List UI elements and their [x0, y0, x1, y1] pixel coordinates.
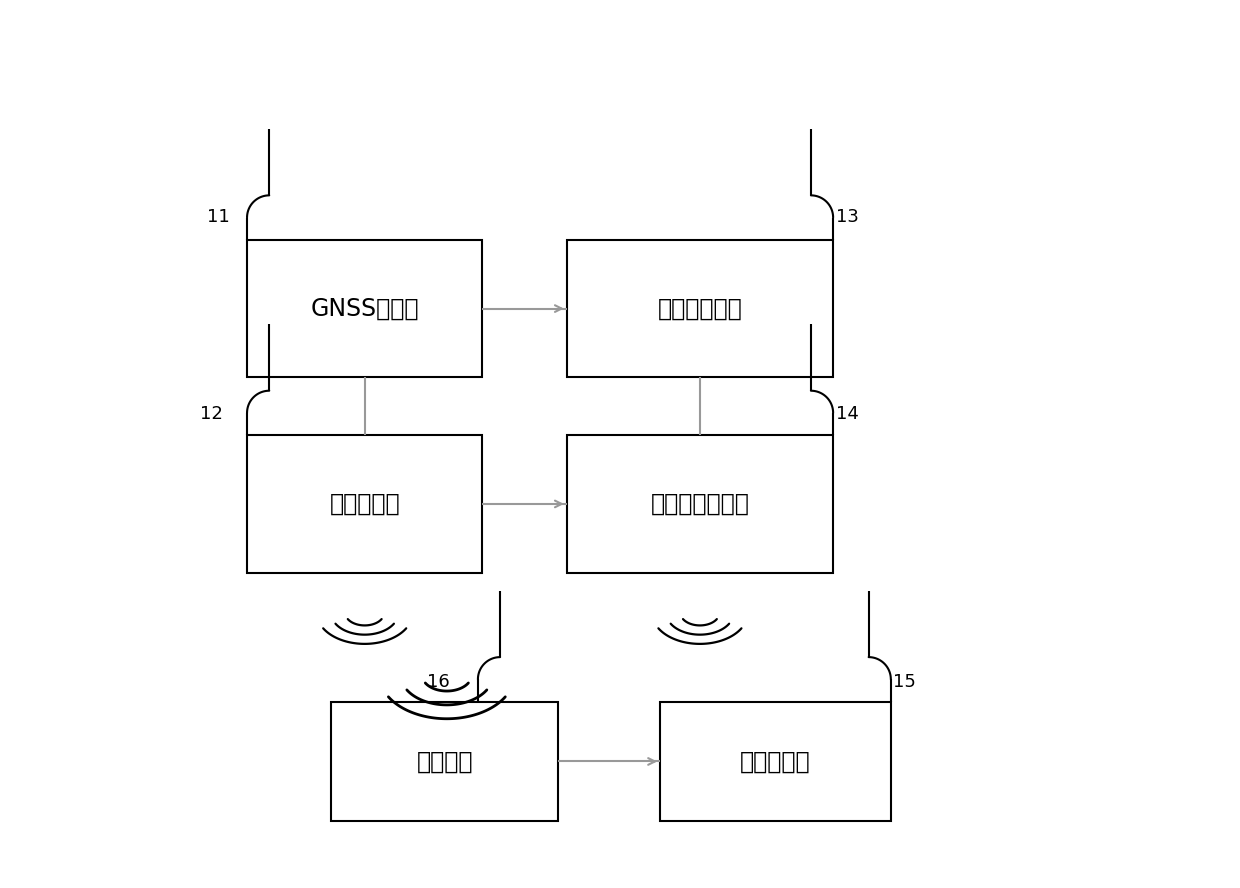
Bar — [247, 240, 482, 377]
Text: 参考站模拟器: 参考站模拟器 — [657, 297, 743, 321]
Text: 网络传输分析器: 网络传输分析器 — [651, 492, 749, 516]
Text: 误差干扰器: 误差干扰器 — [330, 492, 401, 516]
Bar — [567, 240, 833, 377]
Text: 14: 14 — [836, 405, 859, 423]
Text: 12: 12 — [200, 405, 223, 423]
Text: 15: 15 — [893, 673, 915, 691]
Text: 中心控制器: 中心控制器 — [740, 749, 811, 773]
Text: GNSS模拟器: GNSS模拟器 — [310, 297, 419, 321]
Bar — [660, 702, 890, 821]
Bar — [567, 435, 833, 573]
Bar — [331, 702, 558, 821]
Bar — [247, 435, 482, 573]
Text: 16: 16 — [427, 673, 449, 691]
Text: 13: 13 — [836, 209, 859, 226]
Text: 11: 11 — [207, 209, 229, 226]
Text: 定位设备: 定位设备 — [417, 749, 472, 773]
